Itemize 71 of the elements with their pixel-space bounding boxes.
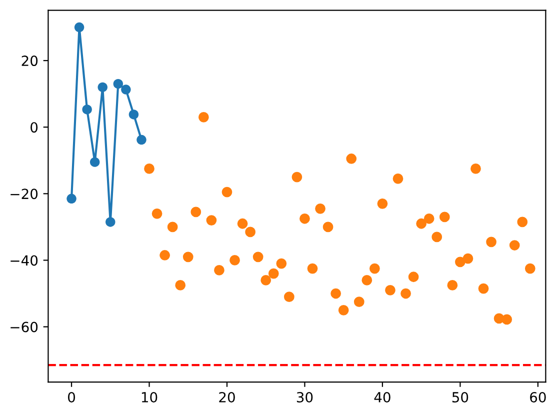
point — [230, 255, 240, 266]
point — [385, 284, 396, 296]
point — [408, 272, 419, 282]
point — [447, 280, 458, 290]
x-tick-label: 30 — [296, 392, 313, 402]
point — [517, 216, 528, 228]
x-tick-label: 0 — [68, 392, 76, 402]
point — [214, 265, 224, 276]
point — [152, 208, 162, 219]
point — [424, 213, 434, 224]
point — [222, 186, 232, 198]
y-tick-label: 20 — [22, 56, 38, 66]
point — [486, 236, 496, 248]
y-tick-label: −40 — [10, 255, 38, 266]
point — [160, 250, 170, 260]
point — [454, 256, 466, 268]
point — [113, 79, 124, 89]
point — [237, 218, 248, 229]
x-tick-label: 20 — [219, 392, 235, 402]
point — [354, 296, 364, 308]
point — [524, 263, 536, 274]
x-tick-label: 60 — [530, 392, 546, 402]
point — [416, 218, 427, 229]
y-tick-label: −60 — [10, 322, 38, 332]
point — [98, 82, 108, 92]
point — [268, 268, 279, 279]
point — [439, 212, 450, 222]
x-tick-label: 40 — [374, 392, 390, 402]
point — [346, 154, 357, 164]
point — [190, 206, 202, 218]
point — [509, 240, 520, 250]
point — [121, 84, 131, 94]
point — [136, 134, 146, 145]
point — [66, 194, 76, 204]
point — [362, 275, 372, 286]
point — [392, 174, 404, 184]
point — [338, 304, 349, 316]
point — [470, 164, 481, 174]
point — [369, 263, 380, 274]
point — [276, 258, 287, 269]
point — [106, 217, 116, 227]
y-tick-label: 0 — [30, 122, 38, 133]
point — [144, 164, 154, 174]
point — [175, 280, 186, 290]
point — [206, 215, 217, 226]
point — [462, 253, 474, 264]
point — [400, 288, 411, 299]
point — [198, 112, 209, 122]
point — [432, 232, 442, 242]
point — [260, 275, 272, 286]
point — [478, 283, 489, 294]
point — [252, 252, 264, 262]
point — [330, 288, 342, 299]
point — [322, 222, 334, 232]
point — [167, 222, 178, 232]
x-tick-label: 10 — [142, 392, 158, 402]
point — [502, 314, 512, 325]
point — [292, 172, 302, 182]
point — [245, 226, 256, 238]
point — [300, 213, 310, 224]
point — [182, 252, 194, 262]
point — [74, 22, 84, 32]
point — [128, 110, 139, 120]
point — [284, 292, 294, 302]
point — [315, 203, 326, 214]
point — [377, 198, 388, 209]
x-tick-label: 50 — [452, 392, 468, 402]
point — [82, 104, 92, 114]
point — [90, 157, 100, 167]
y-tick-label: −20 — [10, 188, 38, 200]
point — [307, 263, 318, 274]
